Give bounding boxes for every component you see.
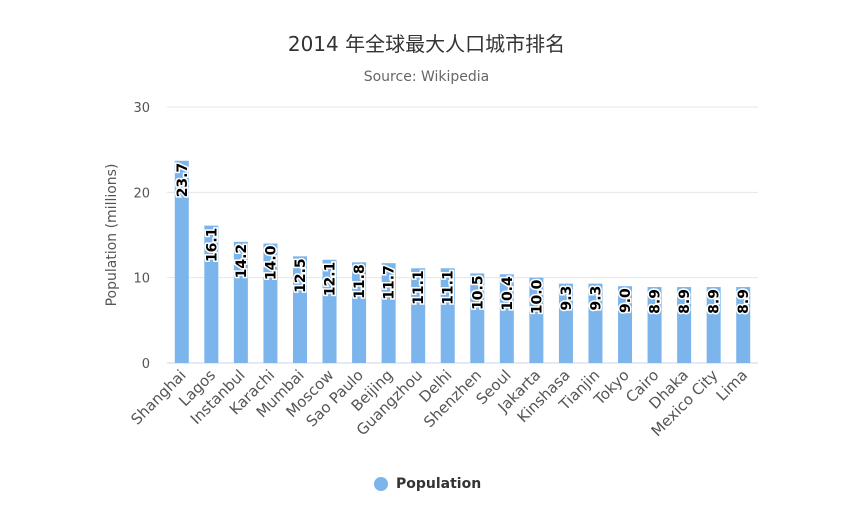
bar [736,287,751,363]
bar [352,262,367,363]
bar [706,287,721,363]
bar [440,268,455,363]
y-tick-label: 30 [133,101,150,116]
y-tick-label: 10 [133,272,150,287]
bar [618,286,633,363]
bar [263,243,278,363]
bar [470,273,485,363]
data-label: 11.1 [411,270,427,305]
data-label: 9.3 [588,286,604,311]
y-axis-title: Population (millions) [104,164,120,307]
bar [233,241,248,363]
data-label: 11.7 [382,265,398,300]
data-label: 16.1 [204,228,220,263]
bar [529,277,544,363]
data-label: 10.4 [500,276,516,311]
chart-title: 2014 年全球最大人口城市排名 [287,32,566,56]
bar [499,274,514,363]
data-label: 10.0 [529,279,545,314]
data-label: 23.7 [175,163,191,198]
y-tick-label: 20 [133,186,150,201]
data-label: 8.9 [736,289,752,314]
legend-swatch [374,477,388,491]
bar [677,287,692,363]
data-label: 11.1 [441,270,457,305]
data-label: 10.5 [470,275,486,310]
data-label: 12.5 [293,258,309,293]
bar [381,263,396,363]
x-tick-label: Lima [713,366,751,404]
bar [322,259,337,363]
bar [647,287,662,363]
bar [292,256,307,363]
legend[interactable]: Population [374,476,481,492]
bar [204,225,219,363]
bar [174,160,189,363]
y-tick-label: 0 [142,357,150,372]
data-label: 9.3 [559,286,575,311]
legend-label: Population [396,476,482,492]
bar [558,283,573,363]
data-label: 8.9 [677,289,693,314]
chart-subtitle: Source: Wikipedia [363,69,490,85]
data-label: 8.9 [707,289,723,314]
data-label: 14.0 [263,245,279,280]
data-label: 9.0 [618,288,634,313]
data-label: 12.1 [323,262,339,297]
data-label: 8.9 [648,289,664,314]
bar [411,268,426,363]
bar [588,283,603,363]
data-label: 11.8 [352,264,368,299]
data-label: 14.2 [234,244,250,279]
